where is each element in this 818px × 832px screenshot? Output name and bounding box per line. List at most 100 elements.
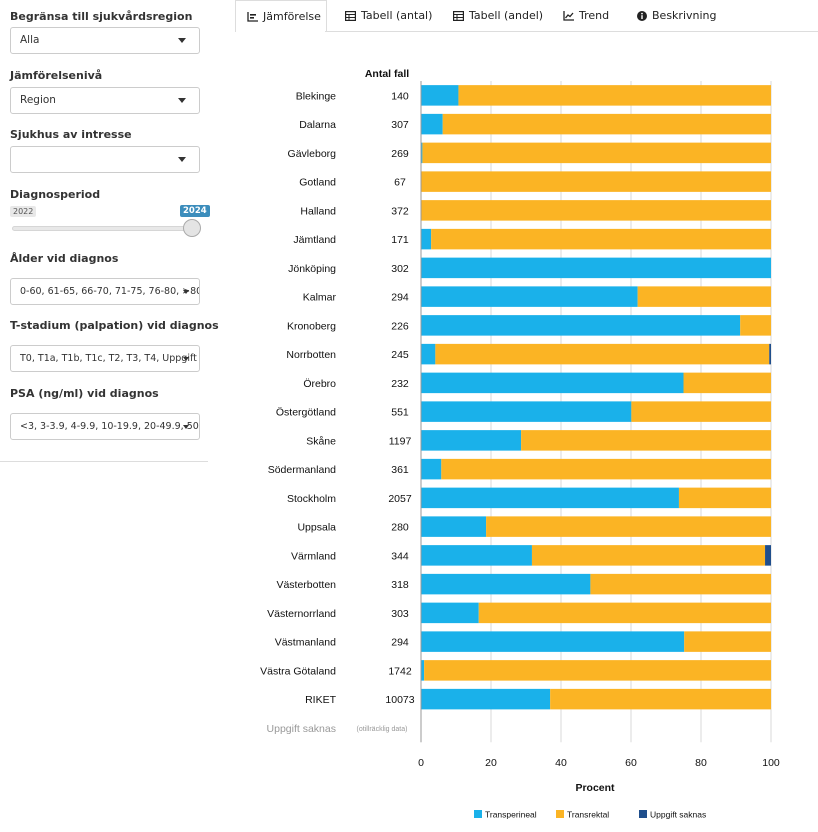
hospital-label: Sjukhus av intresse [10, 128, 132, 141]
bar-segment-transperineal [421, 401, 632, 422]
category-label: Östergötland [276, 407, 336, 419]
tab-beskrivning[interactable]: Beskrivning [626, 0, 728, 32]
legend-label: Uppgift saknas [650, 810, 706, 820]
count-label: 1197 [389, 435, 412, 447]
legend-swatch [474, 810, 482, 818]
chevron-down-icon [178, 157, 186, 162]
tab-beskrivning-label: Beskrivning [652, 9, 717, 22]
comparison-level-label: Jämförelsenivå [10, 69, 103, 82]
tab-jamforelse-label: Jämförelse [263, 10, 321, 23]
bar-segment-transperineal [421, 602, 479, 624]
category-label: Gotland [299, 177, 336, 189]
psa-multiselect[interactable]: <3, 3-3.9, 4-9.9, 10-19.9, 20-49.9, 50-9… [10, 413, 200, 440]
slider-min-label: 2022 [10, 206, 37, 217]
bar-segment-transperineal [421, 573, 591, 595]
category-label: Uppsala [297, 522, 336, 534]
region-select-value: Alla [20, 34, 40, 46]
category-label: Kronoberg [287, 320, 336, 332]
count-label: 245 [391, 349, 409, 361]
category-label: Jämtland [293, 234, 336, 246]
comparison-level-value: Region [20, 94, 56, 106]
bar-segment-transperineal [421, 228, 432, 250]
bar-segment-transrektal [684, 631, 771, 652]
tab-bar: Jämförelse Tabell (antal) Tabell (andel)… [233, 0, 818, 32]
bar-segment-transrektal [424, 660, 771, 681]
category-label: Västmanland [275, 637, 336, 649]
x-tick-label: 80 [695, 757, 707, 769]
bar-segment-transperineal [421, 372, 684, 394]
bar-segment-transperineal [421, 487, 679, 509]
count-label: 361 [391, 464, 409, 476]
bar-segment-transrektal [458, 85, 771, 106]
bar-segment-transrektal [442, 113, 771, 135]
category-label: Jönköping [288, 263, 336, 275]
bar-segment-transrektal [637, 286, 771, 307]
category-label: Västernorrland [267, 608, 336, 620]
x-tick-label: 40 [555, 757, 567, 769]
tab-trend[interactable]: Trend [552, 0, 620, 32]
count-header: Antal fall [365, 68, 409, 80]
psa-label: PSA (ng/ml) vid diagnos [10, 387, 159, 400]
bar-segment-transperineal [421, 688, 551, 710]
category-label: Uppgift saknas [267, 723, 336, 735]
bar-segment-transrektal [631, 401, 771, 422]
table-icon [345, 11, 356, 21]
bar-segment-transperineal [421, 458, 442, 480]
category-label: Halland [300, 205, 336, 217]
period-slider-handle[interactable] [183, 219, 201, 237]
category-label: Dalarna [299, 119, 336, 131]
bar-segment-transrektal [435, 343, 770, 365]
region-select[interactable]: Alla [10, 27, 200, 54]
bar-segment-transperineal [421, 113, 443, 135]
count-label: 294 [391, 637, 409, 649]
count-label: 2057 [388, 493, 412, 505]
comparison-level-select[interactable]: Region [10, 87, 200, 114]
tab-tabell-antal-label: Tabell (antal) [361, 9, 433, 22]
legend-swatch [639, 810, 647, 818]
age-multiselect[interactable]: 0-60, 61-65, 66-70, 71-75, 76-80, >80 [10, 278, 200, 305]
count-label: 302 [391, 263, 409, 275]
count-label: 294 [391, 292, 409, 304]
tab-trend-label: Trend [579, 9, 610, 22]
count-label: 307 [391, 119, 409, 131]
bar-segment-transperineal [421, 430, 522, 451]
tstage-multiselect[interactable]: T0, T1a, T1b, T1c, T2, T3, T4, Uppgift s… [10, 345, 200, 372]
bar-segment-transperineal [421, 343, 436, 365]
count-label: 269 [391, 148, 409, 160]
count-label: 232 [391, 378, 409, 390]
count-label: 1742 [388, 665, 412, 677]
hospital-select[interactable] [10, 146, 200, 173]
category-label: Västerbotten [276, 579, 336, 591]
count-label: 67 [394, 177, 406, 189]
tab-tabell-antal[interactable]: Tabell (antal) [334, 0, 443, 32]
bar-segment-transperineal [421, 516, 487, 537]
count-label: 226 [391, 320, 409, 332]
tab-jamforelse[interactable]: Jämförelse [235, 0, 327, 32]
tstage-multiselect-value: T0, T1a, T1b, T1c, T2, T3, T4, Uppgift s… [20, 353, 199, 364]
chevron-down-icon [183, 425, 189, 429]
count-label: 280 [391, 522, 409, 534]
psa-multiselect-value: <3, 3-3.9, 4-9.9, 10-19.9, 20-49.9, 50-9… [20, 421, 199, 432]
count-label: 10073 [385, 694, 414, 706]
bar-segment-transrektal [678, 487, 771, 509]
bar-segment-transperineal [421, 545, 532, 566]
tab-divider [325, 31, 818, 32]
tab-tabell-andel[interactable]: Tabell (andel) [442, 0, 554, 32]
bar-segment-transrektal [740, 315, 771, 336]
bar-segment-transrektal [531, 545, 766, 566]
count-label: 171 [391, 234, 409, 246]
bar-segment-transperineal [421, 257, 771, 279]
region-filter-label: Begränsa till sjukvårdsregion [10, 10, 193, 23]
category-label: Södermanland [268, 464, 336, 476]
filter-sidebar: Begränsa till sjukvårdsregion Alla Jämfö… [0, 0, 219, 462]
count-label: 372 [391, 205, 409, 217]
count-label: 303 [391, 608, 409, 620]
bar-segment-transrektal [422, 142, 771, 164]
legend-label: Transperineal [485, 810, 537, 820]
bar-segment-transrektal [478, 602, 771, 624]
x-tick-label: 0 [418, 757, 424, 769]
category-label: Skåne [306, 435, 336, 447]
chevron-down-icon [178, 38, 186, 43]
bar-segment-transperineal [421, 286, 638, 307]
